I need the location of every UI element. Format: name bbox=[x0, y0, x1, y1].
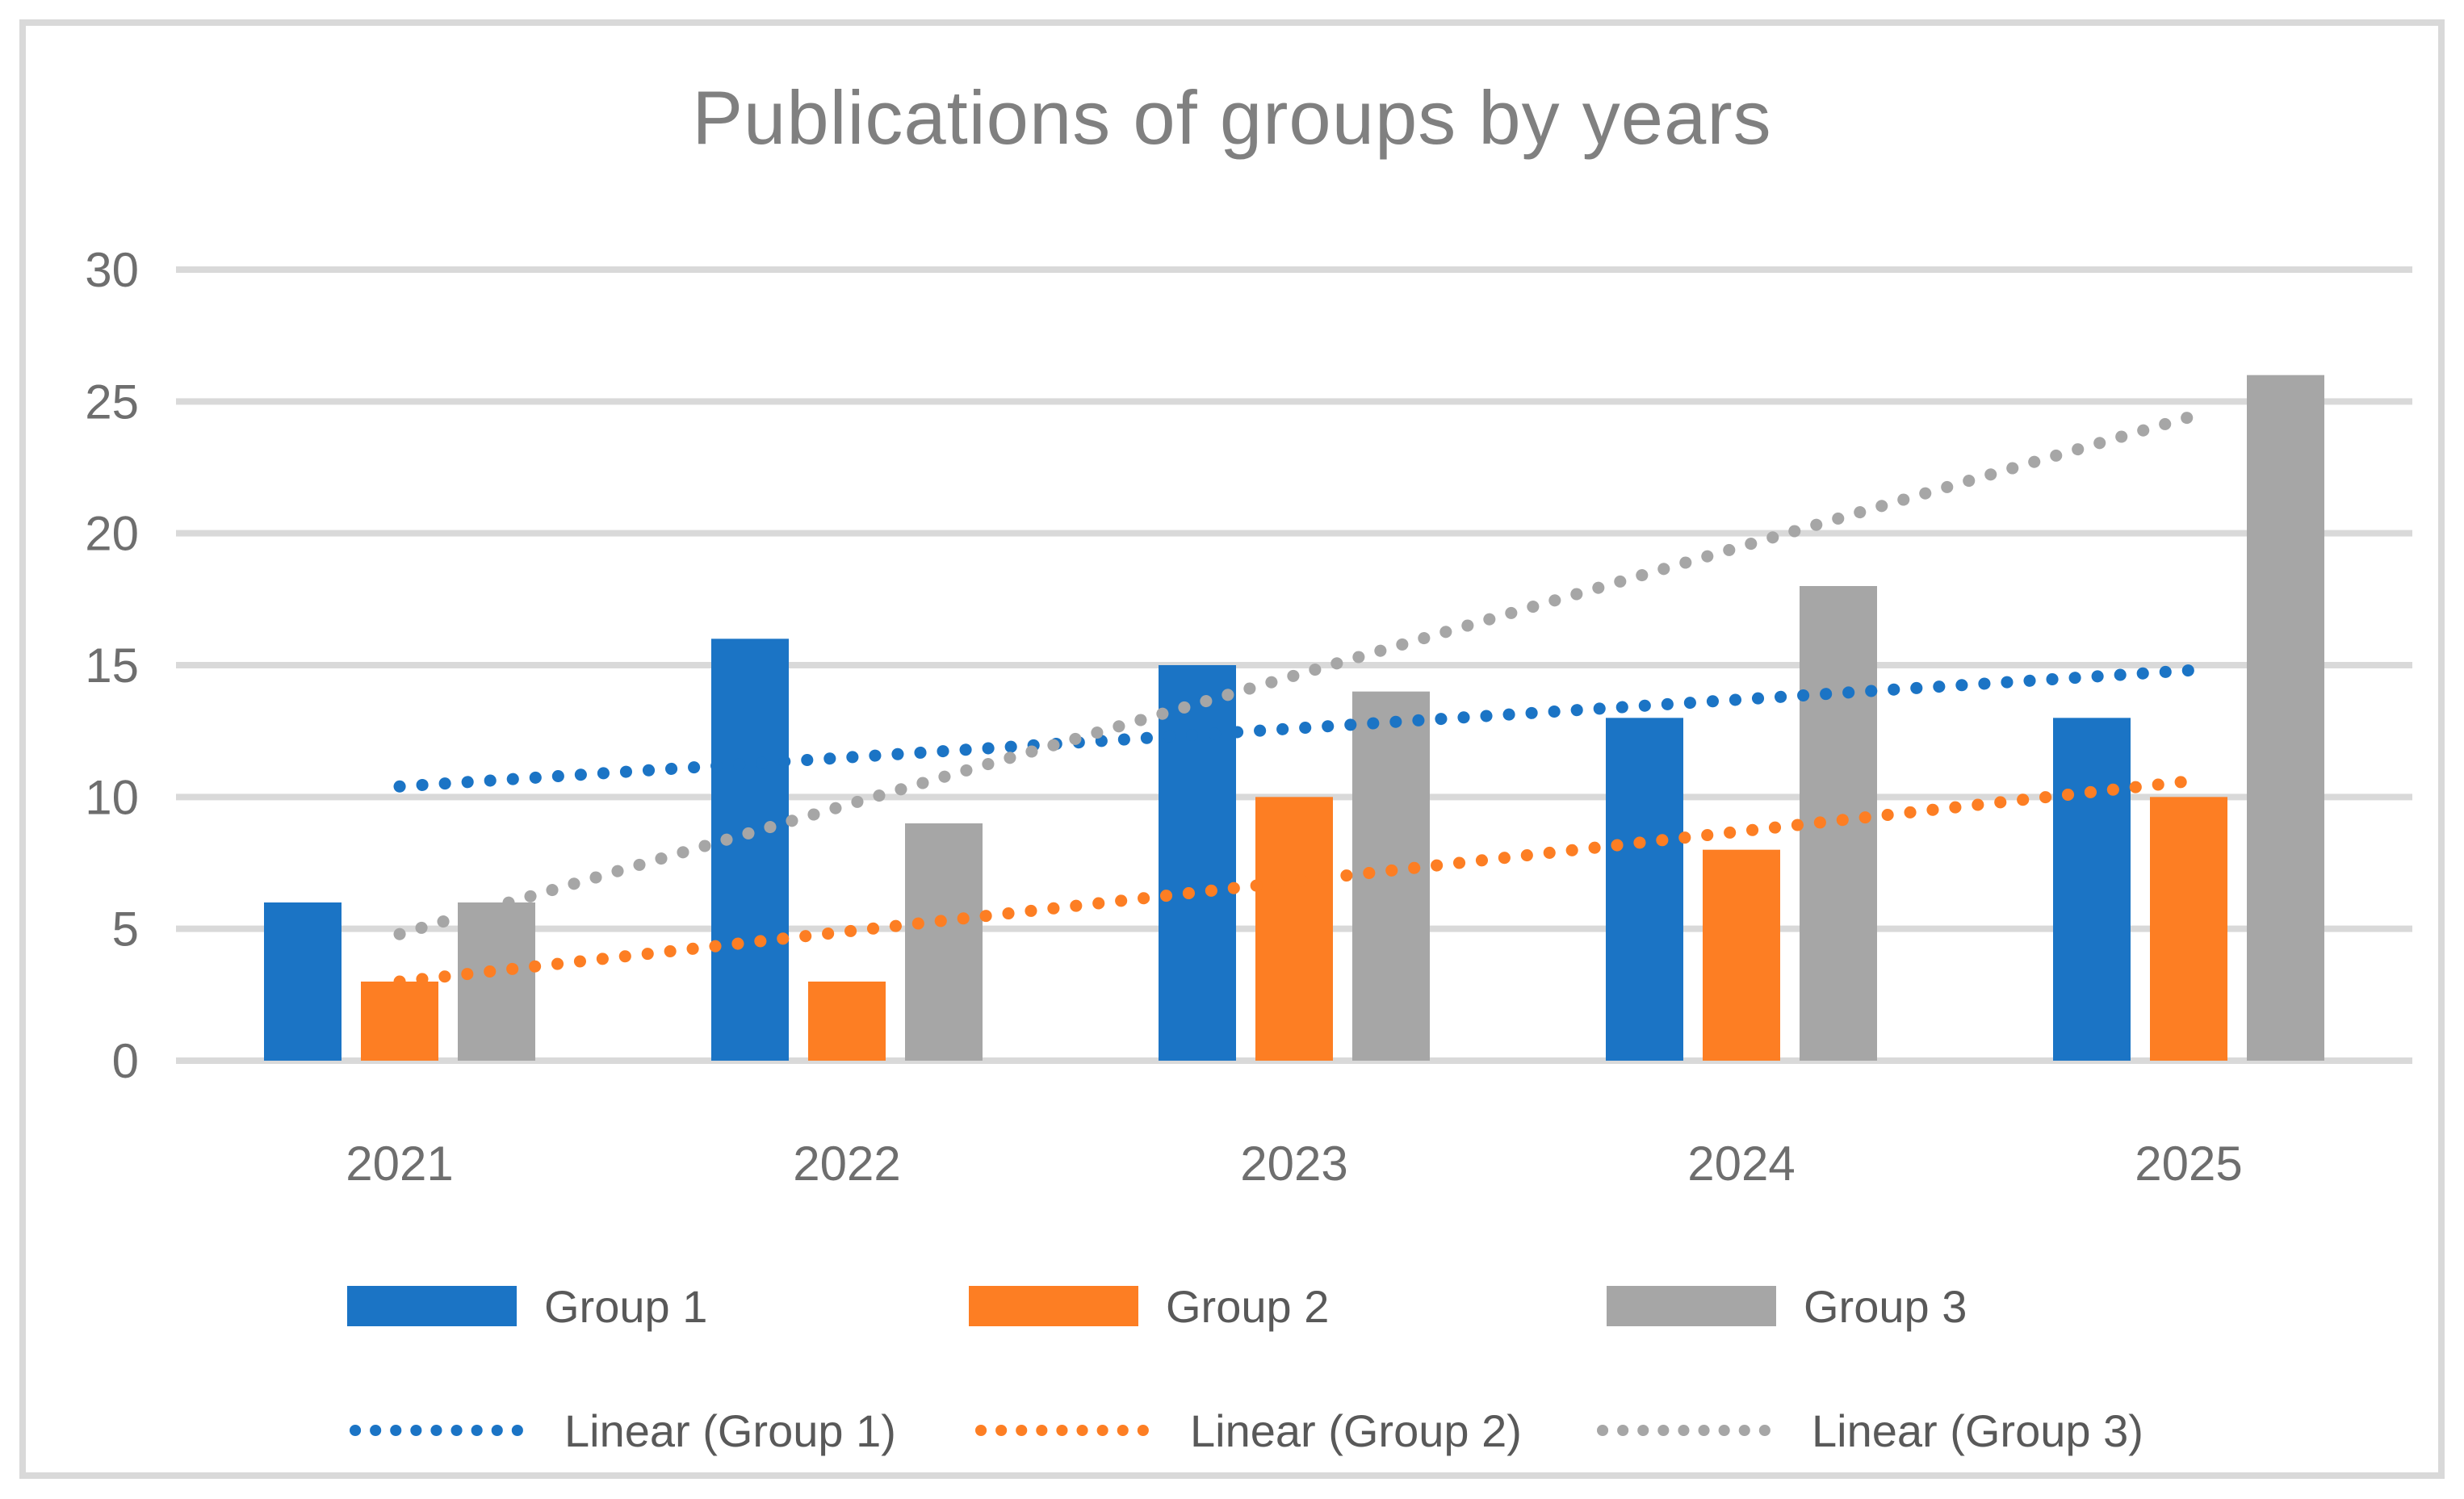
legend-label-linear-group-2: Linear (Group 2) bbox=[1190, 1405, 1522, 1456]
x-tick-label-2024: 2024 bbox=[1687, 1137, 1795, 1191]
bar-group-2-2022 bbox=[808, 982, 886, 1061]
x-tick-label-2025: 2025 bbox=[2135, 1137, 2242, 1191]
legend-label-group-2: Group 2 bbox=[1166, 1280, 1330, 1332]
bar-group-2-2021 bbox=[361, 982, 438, 1061]
bar-group-3-2021 bbox=[458, 902, 535, 1061]
legend-item-group-3: Group 3 bbox=[1607, 1280, 1967, 1332]
bar-group-1-2021 bbox=[264, 902, 342, 1061]
legend-label-group-3: Group 3 bbox=[1804, 1280, 1967, 1332]
bar-group-3-2025 bbox=[2247, 375, 2324, 1061]
bar-group-1-2025 bbox=[2053, 718, 2131, 1061]
legend-item-linear-group-2: Linear (Group 2) bbox=[973, 1405, 1522, 1456]
y-tick-label-20: 20 bbox=[85, 507, 139, 561]
y-tick-label-25: 25 bbox=[85, 375, 139, 429]
legend-item-group-1: Group 1 bbox=[347, 1280, 708, 1332]
trendline-linear-group-3 bbox=[393, 411, 2195, 940]
legend-item-linear-group-1: Linear (Group 1) bbox=[347, 1405, 896, 1456]
y-tick-label-10: 10 bbox=[85, 770, 139, 824]
x-tick-label-2021: 2021 bbox=[346, 1137, 453, 1191]
legend-label-linear-group-1: Linear (Group 1) bbox=[564, 1405, 896, 1456]
trendline-linear-group-2 bbox=[393, 775, 2195, 988]
y-tick-label-15: 15 bbox=[85, 639, 139, 693]
legend-swatch-group-2 bbox=[969, 1286, 1138, 1326]
bar-group-2-2023 bbox=[1255, 797, 1333, 1061]
legend-label-linear-group-3: Linear (Group 3) bbox=[1812, 1405, 2143, 1456]
legend-item-group-2: Group 2 bbox=[969, 1280, 1330, 1332]
legend-swatch-group-3 bbox=[1607, 1286, 1776, 1326]
bar-group-1-2022 bbox=[711, 639, 789, 1061]
legend-series-row: Group 1 Group 2 Group 3 bbox=[0, 1280, 2464, 1332]
bar-group-3-2022 bbox=[905, 823, 983, 1061]
legend-swatch-group-1 bbox=[347, 1286, 517, 1326]
y-tick-label-0: 0 bbox=[112, 1034, 139, 1088]
bar-group-1-2023 bbox=[1159, 665, 1236, 1061]
bar-group-1-2024 bbox=[1606, 718, 1683, 1061]
y-tick-label-30: 30 bbox=[85, 243, 139, 297]
bar-group-2-2025 bbox=[2150, 797, 2227, 1061]
legend-item-linear-group-3: Linear (Group 3) bbox=[1594, 1405, 2143, 1456]
trendline-linear-group-1 bbox=[393, 664, 2195, 793]
bar-group-2-2024 bbox=[1703, 849, 1780, 1061]
dotted-line-swatch-linear-group-3 bbox=[1597, 1425, 1782, 1436]
x-tick-label-2022: 2022 bbox=[793, 1137, 900, 1191]
y-tick-label-5: 5 bbox=[112, 902, 139, 957]
x-tick-label-2023: 2023 bbox=[1240, 1137, 1347, 1191]
dotted-line-swatch-linear-group-2 bbox=[975, 1425, 1160, 1436]
legend-label-group-1: Group 1 bbox=[544, 1280, 708, 1332]
chart-title: Publications of groups by years bbox=[692, 75, 1772, 160]
dotted-line-swatch-linear-group-1 bbox=[350, 1425, 534, 1436]
legend-trendline-row: Linear (Group 1) Linear (Group 2) Linear… bbox=[0, 1405, 2464, 1456]
